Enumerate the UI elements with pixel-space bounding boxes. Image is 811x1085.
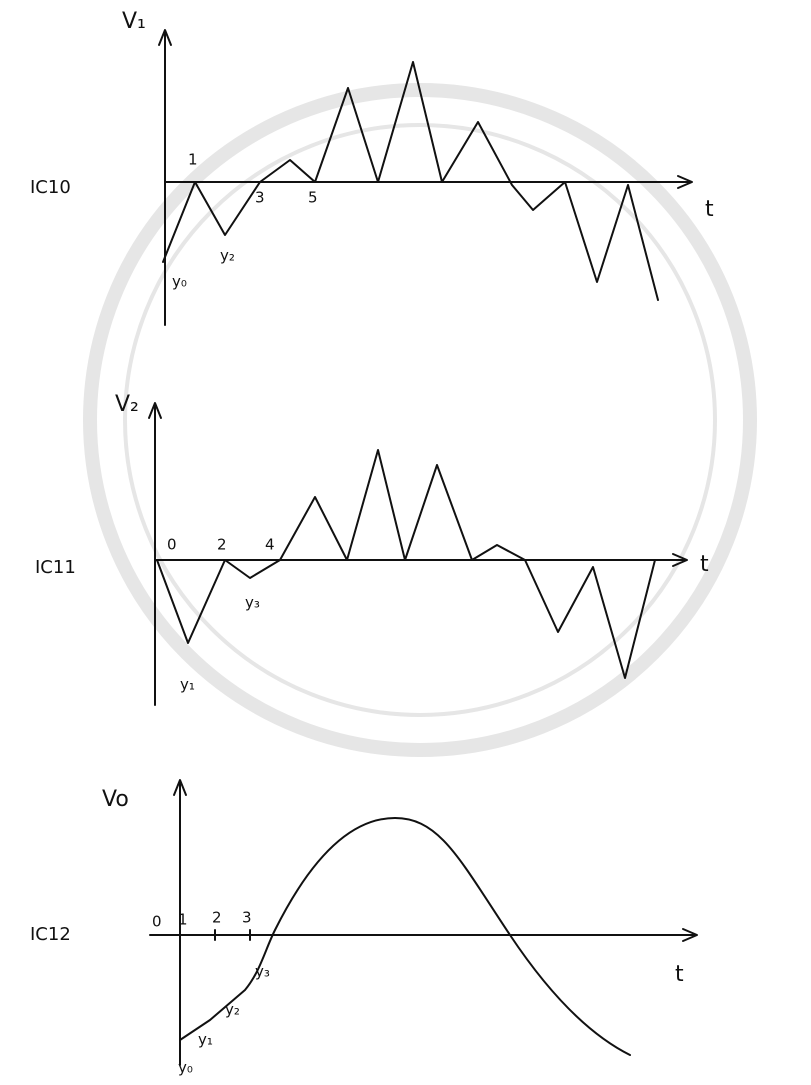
point-label: y₂ xyxy=(225,1001,240,1019)
time-label: t xyxy=(705,197,714,222)
watermark xyxy=(90,90,750,750)
point-label: y₀ xyxy=(172,273,187,291)
chip-label: IC11 xyxy=(35,557,76,578)
chip-label: IC12 xyxy=(30,924,71,945)
point-label: 3 xyxy=(255,189,265,207)
waveform xyxy=(157,450,655,678)
point-label: 0 xyxy=(167,536,177,554)
panel-ic12: Vo IC12 t 0 1 2 3 y₀ y₁ y₂ y₃ xyxy=(30,780,697,1077)
point-label: 5 xyxy=(308,189,318,207)
point-label: y₀ xyxy=(178,1059,193,1077)
point-label: 0 xyxy=(152,913,162,931)
point-label: y₃ xyxy=(255,963,270,981)
panel-ic10: V₁ IC10 t 1 3 5 y₀ y₂ xyxy=(30,9,714,325)
axis-label: Vo xyxy=(102,787,129,812)
point-label: 2 xyxy=(212,909,222,927)
point-label: 2 xyxy=(217,536,227,554)
time-label: t xyxy=(675,962,684,987)
diagram: V₁ IC10 t 1 3 5 y₀ y₂ V₂ IC11 t 0 2 4 y₁… xyxy=(0,0,811,1085)
panel-ic11: V₂ IC11 t 0 2 4 y₁ y₃ xyxy=(35,392,709,705)
point-label: y₂ xyxy=(220,247,235,265)
axis-label: V₁ xyxy=(122,9,146,34)
point-label: y₁ xyxy=(198,1031,213,1049)
chip-label: IC10 xyxy=(30,177,71,198)
axis-label: V₂ xyxy=(115,392,139,417)
point-label: 4 xyxy=(265,536,275,554)
point-label: y₃ xyxy=(245,594,260,612)
point-label: 1 xyxy=(178,911,188,929)
time-label: t xyxy=(700,552,709,577)
point-label: y₁ xyxy=(180,676,195,694)
waveform xyxy=(180,818,630,1055)
point-label: 3 xyxy=(242,909,252,927)
point-label: 1 xyxy=(188,151,198,169)
